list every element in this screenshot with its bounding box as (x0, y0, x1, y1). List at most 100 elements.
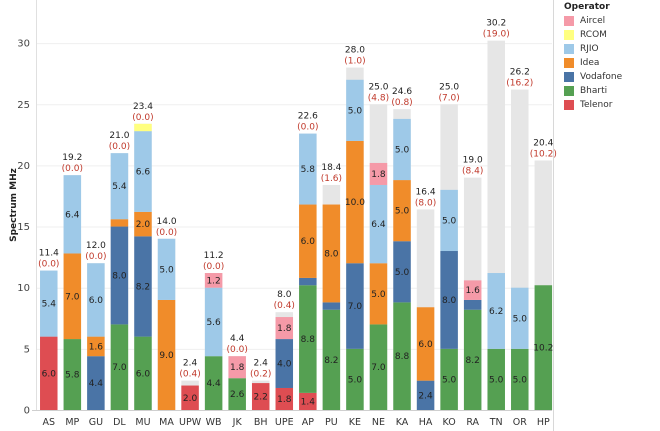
bar-segment-bharti (440, 348, 458, 410)
segment-value-label: 1.8 (371, 170, 386, 180)
segment-value-label: 4.4 (89, 379, 104, 389)
x-tick-label: JK (232, 417, 243, 428)
segment-value-label: 1.2 (206, 276, 220, 286)
segment-value-label: 7.0 (348, 302, 363, 312)
segment-value-label: 4.4 (206, 379, 221, 389)
bars: 6.05.411.4(0.0)5.87.06.419.2(0.0)4.41.66… (38, 19, 557, 411)
bar-ra: 8.2 1.6 19.0(8.4) (462, 156, 483, 410)
segment-value-label: 1.6 (466, 286, 481, 296)
unallocated-value-label: (8.4) (462, 167, 483, 177)
legend-item-bharti[interactable]: Bharti (560, 84, 660, 98)
x-tick-label: KO (443, 417, 456, 428)
segment-value-label: 8.0 (324, 249, 339, 259)
legend-label: Aircel (580, 16, 606, 26)
legend-label: Vodafone (580, 72, 623, 82)
segment-value-label: 10.2 (533, 344, 553, 354)
bar-segment-idea (87, 336, 105, 357)
y-tick-label: 5 (24, 344, 30, 355)
total-value-label: 23.4 (133, 102, 153, 112)
unallocated-value-label: (0.4) (274, 301, 295, 311)
segment-value-label: 8.8 (301, 335, 316, 345)
segment-value-label: 5.0 (348, 106, 363, 116)
segment-value-label: 5.0 (395, 268, 410, 278)
bar-segment-rjio (369, 184, 388, 264)
x-tick-label: TN (489, 417, 503, 428)
legend-title: Operator (564, 2, 610, 12)
x-tick-label: DL (113, 417, 126, 428)
segment-value-label: 6.6 (136, 168, 151, 178)
x-tick-label: MA (159, 417, 174, 428)
legend-item-vodafone[interactable]: Vodafone (560, 70, 660, 84)
bar-segment-vodafone (346, 263, 364, 349)
bar-segment-vodafone (322, 302, 341, 310)
bar-segment-bharti (346, 348, 364, 410)
bar-segment-idea (63, 253, 82, 340)
bar-segment-idea (157, 299, 176, 410)
legend-label: Telenor (580, 100, 613, 110)
unallocated-value-label: (16.2) (506, 79, 533, 89)
bar-segment-bharti (534, 285, 553, 410)
y-tick-label: 10 (17, 283, 30, 294)
legend-item-aircel[interactable]: Aircel (560, 14, 660, 28)
segment-value-label: 8.2 (136, 282, 150, 292)
unallocated-value-label: (1.6) (321, 174, 342, 184)
bar-segment-vodafone (275, 339, 294, 388)
segment-value-label: 6.4 (65, 210, 80, 220)
bar-ke: 5.0 7.0 10.0 5.0 28.0(1.0) (344, 46, 366, 410)
y-axis-ticks: 0 5 10 15 20 25 30 (17, 39, 30, 417)
bar-segment-idea (416, 307, 435, 381)
unallocated-value-label: (0.0) (132, 113, 153, 123)
bar-ko: 5.0 8.0 5.0 25.0(7.0) (438, 82, 460, 410)
total-value-label: 21.0 (109, 131, 129, 141)
bar-segment-telenor (251, 383, 270, 410)
bar-segment-vodafone (87, 356, 105, 410)
total-value-label: 16.4 (416, 187, 436, 197)
y-tick-label: 25 (17, 100, 30, 111)
bar-segment-vodafone (440, 251, 458, 349)
x-tick-label: UPE (275, 417, 294, 428)
segment-value-label: 8.2 (466, 356, 480, 366)
total-value-label: 25.0 (368, 82, 388, 92)
bar-tn: 5.0 6.2 30.2(19.0) (483, 19, 510, 411)
legend-label: RJIO (580, 44, 599, 54)
x-tick-label: HA (419, 417, 433, 428)
bar-segment-bharti (228, 378, 246, 410)
unallocated-value-label: (0.0) (109, 142, 130, 152)
bar-segment-bharti (204, 356, 223, 410)
y-tick-label: 20 (17, 161, 30, 172)
bar-upw: 2.0 2.4(0.4) (179, 359, 201, 410)
legend-item-rcom[interactable]: RCOM (560, 28, 660, 42)
total-value-label: 11.4 (39, 249, 59, 259)
legend-item-idea[interactable]: Idea (560, 56, 660, 70)
unallocated-value-label: (0.0) (85, 252, 106, 262)
bar-gu: 4.4 1.6 6.0 12.0(0.0) (85, 241, 107, 410)
segment-value-label: 5.4 (42, 300, 57, 310)
segment-value-label: 6.4 (371, 220, 386, 230)
segment-value-label: 5.0 (395, 207, 410, 217)
bar-segment-bharti (322, 309, 341, 410)
bar-segment-rjio (440, 189, 458, 252)
bar-segment-rjio (110, 153, 129, 220)
total-value-label: 24.6 (392, 87, 412, 97)
bar-segment-aircel (228, 356, 246, 379)
legend-label: Idea (580, 58, 600, 68)
legend-swatch (564, 58, 574, 68)
legend-item-rjio[interactable]: RJIO (560, 42, 660, 56)
total-value-label: 20.4 (533, 139, 553, 149)
unallocated-value-label: (0.0) (156, 228, 177, 238)
segment-value-label: 6.0 (301, 237, 316, 247)
x-axis-labels: AS MP GU DL MU MA UPW WB JK BH UPE AP PU KE NE KA HA KO RA… (43, 417, 551, 428)
segment-value-label: 5.0 (442, 375, 457, 385)
total-value-label: 11.2 (204, 251, 224, 261)
segment-value-label: 6.0 (89, 296, 104, 306)
x-tick-label: BH (254, 417, 268, 428)
bar-segment-bharti (487, 348, 505, 410)
bar-segment-rjio (157, 238, 176, 300)
legend-swatch (564, 86, 574, 96)
segment-value-label: 5.0 (442, 216, 457, 226)
total-value-label: 19.2 (62, 153, 82, 163)
unallocated-value-label: (0.8) (391, 98, 412, 108)
bar-segment-rjio (393, 118, 411, 181)
legend-item-telenor[interactable]: Telenor (560, 98, 660, 112)
unallocated-value-label: (0.0) (38, 260, 59, 270)
